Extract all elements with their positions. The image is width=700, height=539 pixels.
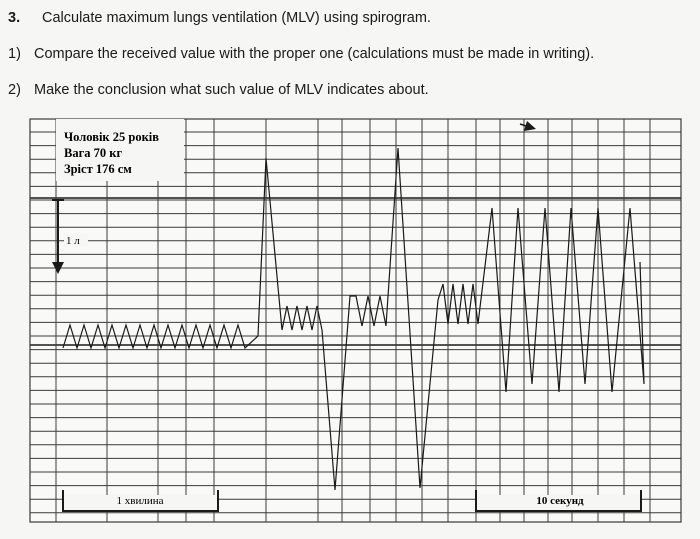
question-item-1: 1) Compare the received value with the pr…: [8, 44, 594, 64]
question-number: 3.: [8, 10, 21, 26]
paper-direction-arrow: [519, 121, 536, 131]
subject-line-1: Чоловік 25 років: [64, 130, 159, 144]
item-number: 1): [8, 46, 21, 62]
question-text: Calculate maximum lungs ventilation (MLV…: [42, 10, 431, 26]
volume-scale-arrow: [52, 199, 64, 274]
question-item-2: 2) Make the conclusion what such value of…: [8, 80, 429, 100]
subject-label-box: [56, 119, 184, 181]
volume-scale-label: 1 л: [66, 235, 80, 247]
item-number: 2): [8, 82, 21, 98]
question-header: 3. Calculate maximum lungs ventilation (M…: [8, 8, 431, 28]
spirogram-grid: [29, 118, 682, 523]
item-text: Make the conclusion what such value of M…: [34, 82, 429, 98]
spirogram-trace: [62, 147, 645, 491]
seconds-scale-label: 10 секунд: [536, 495, 584, 507]
subject-line-2: Вага 70 кг: [64, 146, 122, 160]
minute-scale-bar: [62, 490, 219, 512]
item-text: Compare the received value with the prop…: [34, 46, 595, 62]
volume-label-bg: [64, 233, 88, 247]
minute-scale-label: 1 хвилина: [117, 495, 164, 507]
subject-line-3: Зріст 176 см: [64, 162, 132, 176]
seconds-scale-bar: [475, 490, 642, 512]
